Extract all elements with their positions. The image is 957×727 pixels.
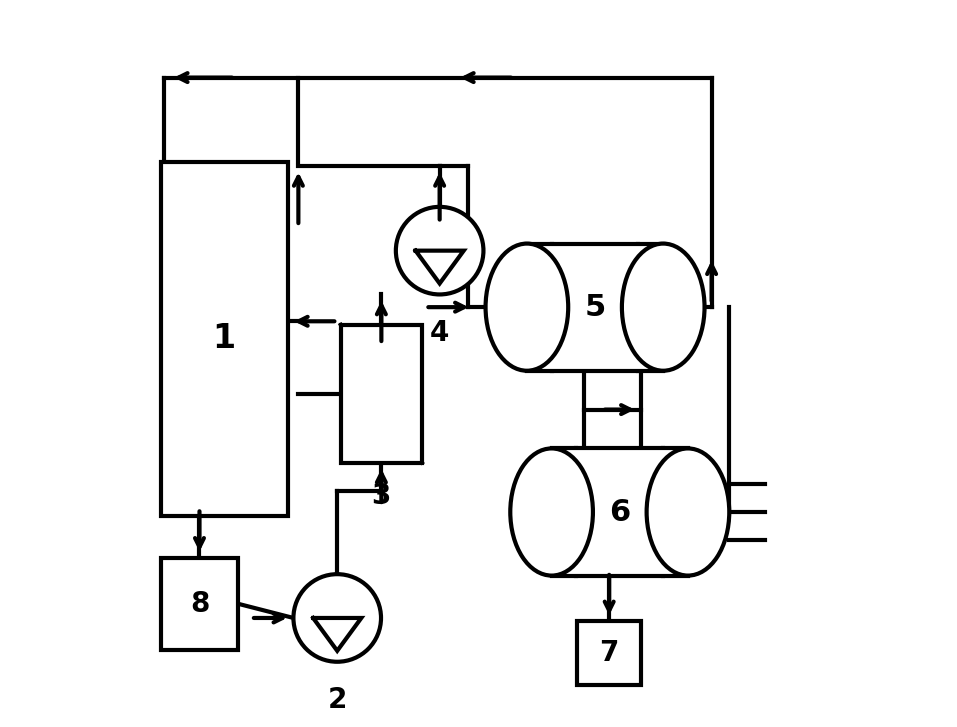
Bar xyxy=(341,325,422,462)
Ellipse shape xyxy=(510,449,593,576)
Bar xyxy=(577,622,641,685)
Circle shape xyxy=(396,207,483,294)
Text: 6: 6 xyxy=(610,497,631,526)
Circle shape xyxy=(294,574,381,662)
Text: 3: 3 xyxy=(371,482,391,510)
Text: 5: 5 xyxy=(585,293,606,321)
Text: 1: 1 xyxy=(212,323,235,356)
Bar xyxy=(527,244,663,371)
Bar xyxy=(161,162,288,515)
Ellipse shape xyxy=(622,244,704,371)
Text: 8: 8 xyxy=(189,590,210,618)
Ellipse shape xyxy=(647,449,729,576)
Text: 7: 7 xyxy=(599,639,619,667)
Bar xyxy=(161,558,238,650)
Text: 4: 4 xyxy=(430,319,450,348)
Bar xyxy=(551,449,688,576)
Ellipse shape xyxy=(485,244,568,371)
Text: 2: 2 xyxy=(327,686,346,715)
